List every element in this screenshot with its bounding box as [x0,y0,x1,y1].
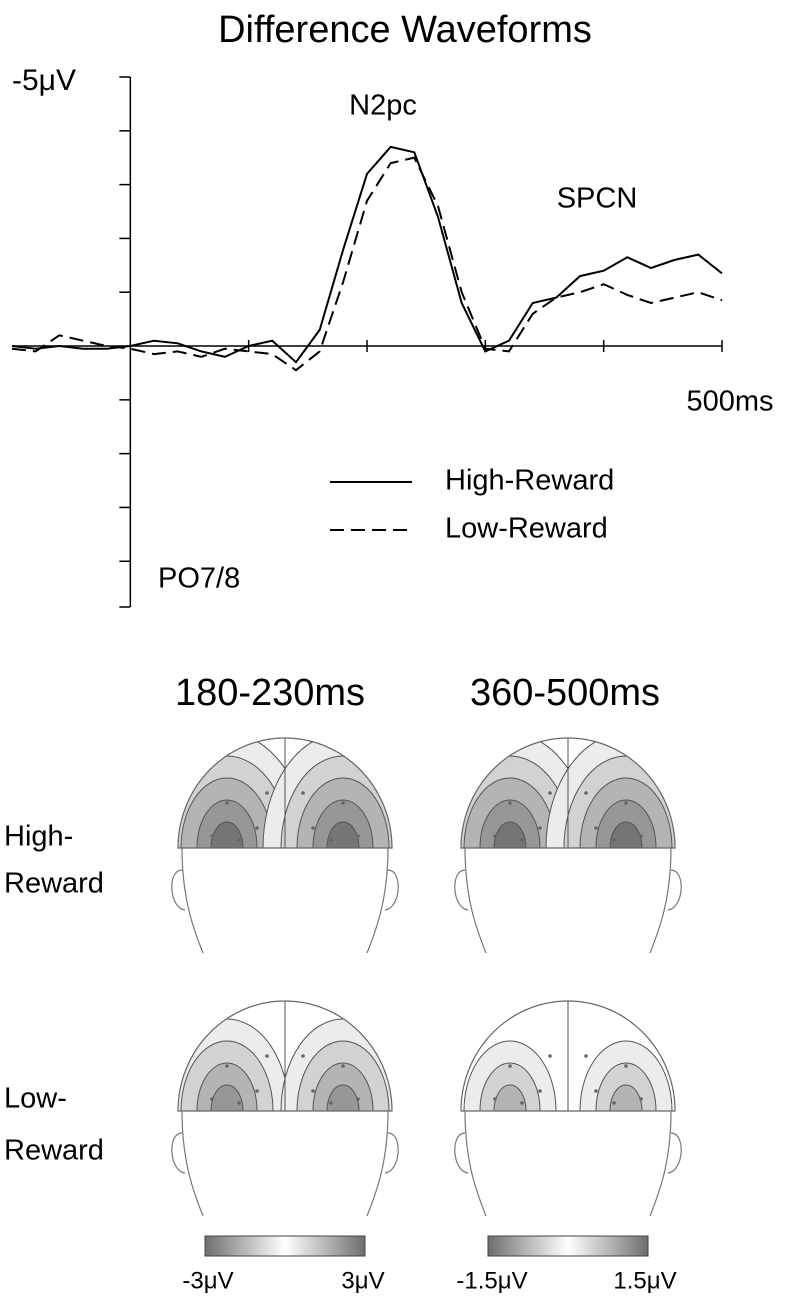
electrode [584,791,588,795]
head-outline [182,848,203,953]
y-tick-label: -5μV [12,64,76,97]
row-label: Reward [4,1135,104,1167]
electrode [548,1054,552,1058]
electrode [301,1054,305,1058]
head-outline [650,848,671,953]
electrode [265,791,269,795]
colorbar [488,1236,648,1256]
electrode [329,1101,333,1105]
scalp-map [430,733,706,963]
time-window-title: 180-230ms [175,672,365,714]
scalp-map [165,1001,405,1216]
colorbar-label: 3μV [341,1267,384,1294]
colorbar-label: -3μV [182,1267,233,1294]
electrode [356,1097,360,1101]
electrode [508,801,512,805]
electrode [639,1097,643,1101]
electrode [584,1054,588,1058]
electrode [624,1064,628,1068]
electrode [594,1089,598,1093]
colorbar-label: -1.5μV [456,1267,527,1294]
electrode [255,1089,259,1093]
electrode [311,1089,315,1093]
electrode [237,1101,241,1105]
head-outline [650,1111,671,1216]
annotation: N2pc [349,90,417,122]
channel-label: PO7/8 [158,563,240,595]
electrode [301,791,305,795]
scalp-map [455,1001,681,1216]
head-outline [182,1111,203,1216]
colorbar-label: 1.5μV [613,1267,676,1294]
electrode [225,1064,229,1068]
electrode [341,1064,345,1068]
electrode [538,826,542,830]
legend-label: High-Reward [445,465,614,497]
electrode [612,838,616,842]
electrode [624,801,628,805]
chart-title: Difference Waveforms [218,9,592,51]
electrode [538,1089,542,1093]
head-outline [367,848,388,953]
head-outline [367,1111,388,1216]
electrode [341,801,345,805]
electrode [493,834,497,838]
electrode [225,801,229,805]
legend-label: Low-Reward [445,513,608,545]
electrode [493,1097,497,1101]
electrode [520,838,524,842]
electrode [639,834,643,838]
head-outline [465,1111,486,1216]
row-label: Reward [4,868,104,900]
line [12,147,722,362]
electrode [255,826,259,830]
row-label: High- [4,821,73,853]
row-label: Low- [4,1083,67,1115]
electrode [548,791,552,795]
head-outline [465,848,486,953]
electrode [265,1054,269,1058]
electrode [237,838,241,842]
electrode [329,838,333,842]
figure: Difference Waveforms -5μV PO7/8 180-230m… [0,0,786,1305]
electrode [612,1101,616,1105]
annotation: SPCN [557,183,638,215]
electrode [520,1101,524,1105]
electrode [210,1097,214,1101]
scalp-map [147,733,423,963]
electrode [311,826,315,830]
electrode [210,834,214,838]
electrode [356,834,360,838]
electrode [594,826,598,830]
x-tick-label: 500ms [686,386,773,418]
colorbar [205,1236,365,1256]
electrode [508,1064,512,1068]
time-window-title: 360-500ms [470,672,660,714]
